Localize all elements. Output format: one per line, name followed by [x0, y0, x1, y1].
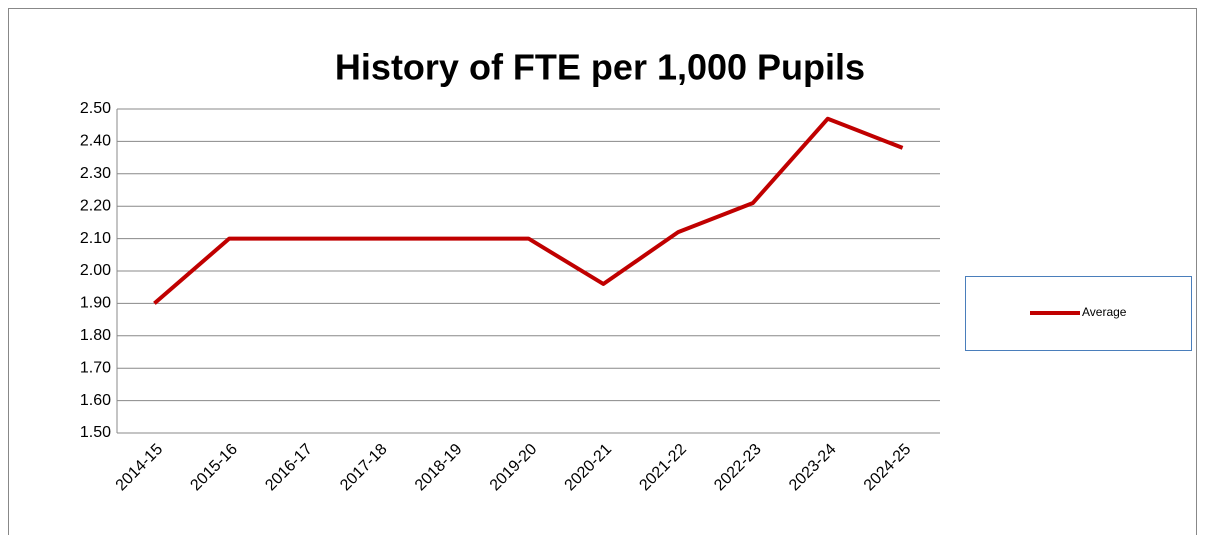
y-tick-label: 1.90 — [80, 295, 111, 312]
y-tick-label: 1.60 — [80, 392, 111, 409]
y-tick-label: 2.20 — [80, 197, 111, 214]
y-tick-label: 1.50 — [80, 424, 111, 441]
data-line — [153, 116, 904, 305]
y-tick-label: 2.40 — [80, 133, 111, 150]
y-tick-label: 2.50 — [80, 100, 111, 117]
y-tick-label: 1.70 — [80, 359, 111, 376]
chart-border — [8, 8, 1197, 535]
y-tick-label: 1.80 — [80, 327, 111, 344]
y-tick-label: 2.00 — [80, 262, 111, 279]
y-tick-label: 2.10 — [80, 230, 111, 247]
y-tick-label: 2.30 — [80, 165, 111, 182]
legend-label: Average — [1082, 305, 1127, 319]
chart-title: History of FTE per 1,000 Pupils — [335, 47, 865, 88]
